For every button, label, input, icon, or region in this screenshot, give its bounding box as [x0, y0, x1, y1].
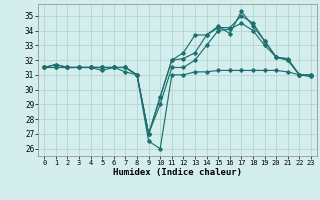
X-axis label: Humidex (Indice chaleur): Humidex (Indice chaleur)	[113, 168, 242, 177]
